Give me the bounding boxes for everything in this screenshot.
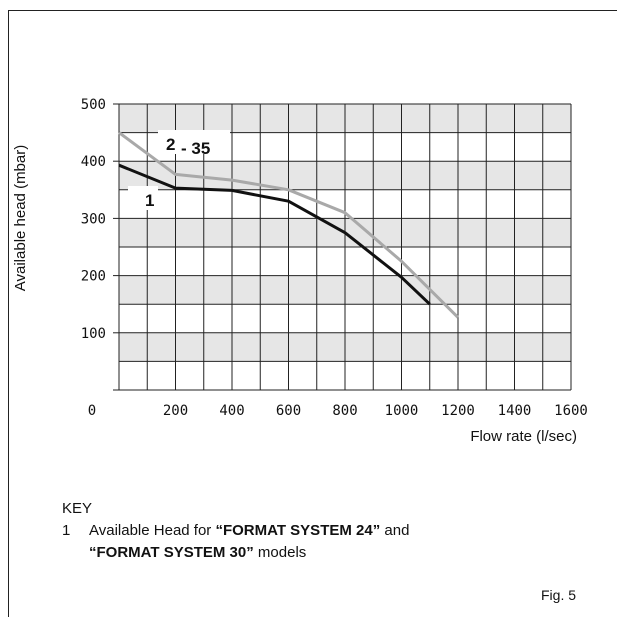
- series-label-2-suffix: - 35: [181, 139, 210, 158]
- series-label-1: 1: [145, 191, 154, 210]
- y-tick-label: 300: [81, 211, 106, 227]
- head-flow-chart: 2 - 35 1 0 200 400 600 800 1000 1200 1400 1600 100…: [12, 97, 588, 445]
- y-axis-title: Available head (mbar): [12, 145, 29, 291]
- key-item-text: Available Head for “FORMAT SYSTEM 24” an…: [89, 520, 409, 564]
- y-tick-label: 100: [81, 326, 106, 342]
- x-tick-labels: 0 200 400 600 800 1000 1200 1400 1600: [88, 403, 588, 419]
- key-text-middle: and: [380, 522, 410, 539]
- series-labels: 2 - 35 1: [128, 130, 230, 210]
- series-lines: [118, 131, 460, 319]
- x-tick-label: 0: [88, 403, 96, 419]
- key-model-30: “FORMAT SYSTEM 30”: [89, 544, 254, 561]
- figure-label: Fig. 5: [541, 587, 577, 603]
- x-tick-label: 1600: [554, 403, 588, 419]
- series-line-1: [118, 163, 431, 306]
- key-section: KEY 1 Available Head for “FORMAT SYSTEM …: [62, 498, 409, 564]
- x-tick-label: 800: [332, 403, 357, 419]
- x-tick-label: 1000: [385, 403, 419, 419]
- series-line-2: [118, 131, 460, 319]
- series-label-bg-1: [128, 186, 158, 210]
- x-tick-label: 1400: [498, 403, 532, 419]
- x-tick-label: 200: [163, 403, 188, 419]
- key-text-before: Available Head for: [89, 522, 216, 539]
- frame-left-border: [8, 10, 9, 617]
- series-label-2: 2: [166, 135, 175, 154]
- key-text-after: models: [253, 544, 307, 561]
- series-label-bg-2: [158, 130, 230, 154]
- y-tick-label: 200: [81, 269, 106, 285]
- frame-top-border: [8, 10, 617, 11]
- x-tick-label: 600: [276, 403, 301, 419]
- x-axis-title: Flow rate (l/sec): [470, 428, 577, 445]
- key-item: 1 Available Head for “FORMAT SYSTEM 24” …: [62, 520, 409, 564]
- key-item-number: 1: [62, 522, 71, 539]
- x-tick-label: 400: [219, 403, 244, 419]
- key-model-24: “FORMAT SYSTEM 24”: [215, 522, 381, 539]
- y-tick-label: 400: [81, 154, 106, 170]
- x-tick-label: 1200: [441, 403, 475, 419]
- y-tick-label: 500: [81, 97, 106, 113]
- key-title: KEY: [62, 500, 93, 517]
- y-tick-labels: 100 200 300 400 500: [81, 97, 106, 342]
